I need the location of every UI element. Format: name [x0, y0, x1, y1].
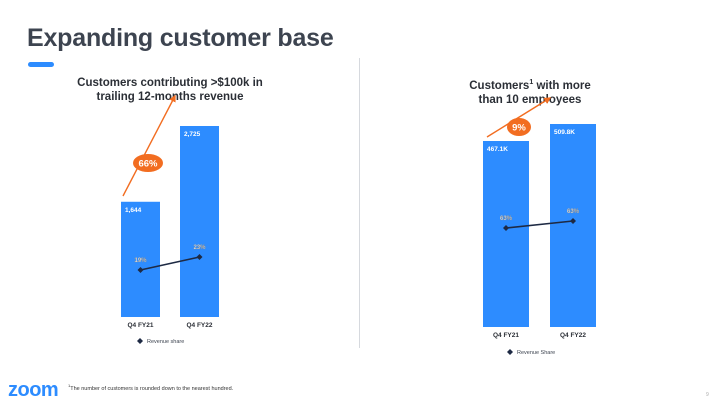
footnote-ref: 1 — [529, 79, 534, 86]
revenue-share-point-0-0 — [137, 267, 144, 273]
growth-badge-label-0: 66% — [138, 159, 158, 170]
bar-0-0 — [121, 201, 160, 317]
legend-marker-1 — [507, 349, 513, 355]
bar-0-1 — [180, 126, 219, 317]
legend-marker-0 — [137, 338, 143, 344]
category-label-0-0: Q4 FY21 — [127, 322, 153, 329]
page-title: Expanding customer base — [27, 24, 334, 52]
revenue-share-label-1-0: 63% — [500, 216, 513, 222]
category-label-0-1: Q4 FY22 — [186, 322, 212, 329]
zoom-logo: zoom — [8, 379, 59, 401]
left-chart-title-line-1: Customers contributing >$100k in — [77, 77, 263, 89]
growth-badge-label-1: 9% — [512, 123, 526, 134]
footnote: 1The number of customers is rounded down… — [68, 383, 233, 392]
right-chart-title-rest: with more — [536, 79, 591, 92]
right-chart-title-line-1: Customers1 with more — [430, 76, 630, 93]
revenue-share-line-0 — [140, 256, 200, 271]
page-number: 9 — [706, 392, 709, 398]
bar-value-label-1-1: 509.8K — [554, 129, 575, 136]
growth-arrow-0 — [122, 94, 176, 197]
category-label-1-1: Q4 FY22 — [560, 332, 586, 339]
bar-value-label-1-0: 467.1K — [487, 146, 508, 153]
right-chart-title-word: Customers — [469, 79, 530, 92]
revenue-share-label-0-0: 19% — [134, 258, 147, 264]
revenue-share-point-1-1 — [570, 218, 576, 224]
footnote-marker: 1 — [68, 383, 71, 388]
growth-badge-1 — [507, 118, 531, 136]
footnote-text: The number of customers is rounded down … — [70, 385, 234, 392]
bar-value-label-0-1: 2,725 — [184, 131, 201, 138]
right-chart-title-line-2: than 10 employees — [478, 93, 582, 106]
legend-label-1: Revenue Share — [517, 350, 555, 356]
revenue-share-label-0-1: 23% — [193, 245, 206, 251]
revenue-share-label-1-1: 63% — [567, 209, 580, 215]
bar-1-0 — [483, 141, 529, 327]
chart-divider — [359, 58, 360, 348]
title-accent-bar — [28, 62, 54, 67]
revenue-share-point-1-0 — [503, 225, 509, 231]
revenue-share-point-0-1 — [196, 254, 203, 260]
bar-1-1 — [550, 124, 596, 327]
revenue-share-line-1 — [505, 220, 574, 229]
legend-label-0: Revenue share — [147, 339, 184, 345]
category-label-1-0: Q4 FY21 — [493, 332, 519, 339]
right-chart-title: Customers1 with more than 10 employees — [430, 76, 630, 107]
growth-arrow-1 — [486, 97, 552, 138]
growth-badge-0 — [133, 154, 163, 172]
bar-value-label-0-0: 1,644 — [125, 207, 142, 214]
